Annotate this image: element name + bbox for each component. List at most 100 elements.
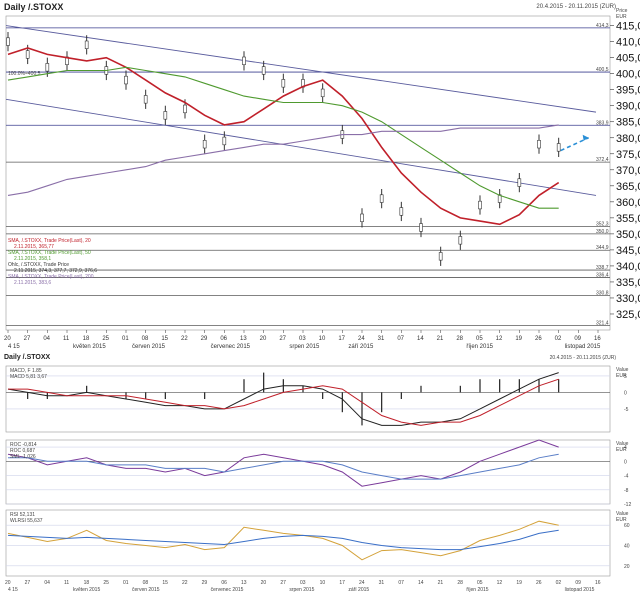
x-day-label: 31 [379, 580, 385, 586]
level-label: 383,9 [596, 120, 609, 126]
level-label: 344,9 [596, 245, 609, 251]
indicator-legend: ROC 0,687 [10, 448, 35, 454]
x-day-label: 22 [182, 580, 188, 586]
y-header: Value [616, 511, 629, 517]
x-day-label: 27 [279, 336, 286, 342]
level-label: 338,7 [596, 265, 609, 271]
x-day-label: 22 [181, 336, 188, 342]
y-tick-label: 410,0 [616, 37, 640, 49]
x-day-label: 20 [4, 336, 11, 342]
x-day-label: 09 [574, 336, 581, 342]
fib-annotation: 100.0%=400.5 [8, 71, 41, 77]
x-month-label: červen 2015 [132, 587, 160, 593]
y-tick-label: -4 [624, 474, 629, 480]
indicator-legend: WLRSI 55,637 [10, 518, 43, 524]
indicator-line-0 [7, 520, 559, 561]
level-label: 414,3 [596, 23, 609, 29]
x-day-label: 11 [63, 336, 70, 342]
x-day-label: 13 [241, 580, 247, 586]
level-label: 400,5 [596, 67, 609, 73]
indicator-line-1 [7, 529, 559, 551]
ohlc-body [281, 79, 286, 88]
x-day-label: 20 [5, 580, 11, 586]
ohlc-body [202, 140, 207, 149]
legend-item: SMA, /.STOXX, Trade Price(Last), 200 [8, 274, 94, 280]
x-day-label: 01 [123, 580, 129, 586]
x-day-label: 28 [457, 580, 463, 586]
x-day-label: 03 [299, 336, 306, 342]
x-day-label: 17 [339, 580, 345, 586]
x-day-label: 09 [575, 580, 581, 586]
x-day-label: 25 [102, 336, 109, 342]
x-month-label: listopad 2015 [565, 587, 595, 593]
x-day-label: 20 [261, 580, 267, 586]
y-tick-label: 390,0 [616, 101, 640, 113]
y-header: Price [616, 8, 628, 14]
x-day-label: 27 [24, 336, 31, 342]
x-day-label: 26 [536, 580, 542, 586]
y-tick-label: 370,0 [616, 165, 640, 177]
x-day-label: 07 [398, 580, 404, 586]
x-day-label: 21 [438, 580, 444, 586]
level-label: 336,4 [596, 272, 609, 278]
ohlc-body [517, 178, 522, 187]
x-day-label: 20 [260, 336, 267, 342]
x-month-label: červenec 2015 [211, 587, 244, 593]
y-tick-label: 405,0 [616, 53, 640, 65]
y-tick-label: 40 [624, 544, 630, 550]
x-day-label: 06 [220, 336, 227, 342]
ohlc-body [399, 207, 404, 216]
ohlc-body [438, 252, 443, 261]
x-day-label: 27 [25, 580, 31, 586]
level-label: 330,8 [596, 290, 609, 296]
x-day-label: 04 [44, 580, 50, 586]
x-day-label: 11 [64, 580, 69, 586]
y-tick-label: -5 [624, 407, 629, 413]
indicator-legend: SML -1,026 [10, 454, 36, 460]
date-range: 20.4.2015 - 20.11.2015 (ZUR) [536, 4, 616, 10]
channel-lower-line [5, 98, 597, 196]
macd-pane: Daily /.STOXX 20.4.2015 - 20.11.2015 (ZU… [0, 352, 640, 434]
x-day-label: 29 [201, 336, 208, 342]
ohlc-body [124, 75, 128, 85]
y-header: Value [616, 367, 629, 373]
x-day-label: 08 [143, 580, 149, 586]
x-day-label: 02 [555, 336, 562, 342]
x-day-label: 06 [221, 580, 227, 586]
legend-item: Ohlc, /.STOXX, Trade Price [8, 262, 70, 268]
sma-line-3 [7, 124, 559, 196]
x-day-label: 19 [515, 336, 522, 342]
indicator-line-0 [7, 439, 559, 487]
y-tick-label: 60 [624, 523, 630, 529]
x-day-label: 01 [122, 336, 129, 342]
x-day-label: 17 [338, 336, 345, 342]
x-day-label: 04 [43, 336, 50, 342]
x-day-label: 03 [300, 580, 306, 586]
ohlc-body [537, 140, 541, 149]
x-month-label: listopad 2015 [565, 344, 601, 350]
y-tick-label: 415,0 [616, 21, 640, 33]
roc-pane: Value EUR 4 0 -4 -8 -12 ROC -0,814 ROC 0,687 SML … [0, 434, 640, 506]
macd-title: Daily /.STOXX [4, 354, 51, 361]
ohlc-body [360, 213, 364, 223]
y-header: Value [616, 441, 629, 447]
x-day-label: 16 [595, 580, 601, 586]
indicator-legend: MACD, F 1.85 [10, 368, 42, 374]
legend-item-value: 2.11.2015, 374,3, 377,7, 372,9, 376,6 [14, 268, 98, 274]
x-day-label: 31 [378, 336, 385, 342]
legend-item-value: 2.11.2015, 383,6 [14, 280, 52, 286]
y-header-unit: EUR [616, 373, 627, 379]
y-tick-label: 0 [624, 459, 627, 465]
sma-line-2 [7, 66, 559, 209]
ohlc-body [183, 104, 187, 114]
x-day-label: 28 [456, 336, 463, 342]
x-month-label: květen 2015 [73, 587, 100, 593]
x-day-label: 10 [319, 336, 326, 342]
ohlc-body [25, 50, 30, 59]
x-day-label: 24 [359, 580, 365, 586]
ohlc-body [163, 111, 168, 120]
x-day-label: 02 [556, 580, 562, 586]
